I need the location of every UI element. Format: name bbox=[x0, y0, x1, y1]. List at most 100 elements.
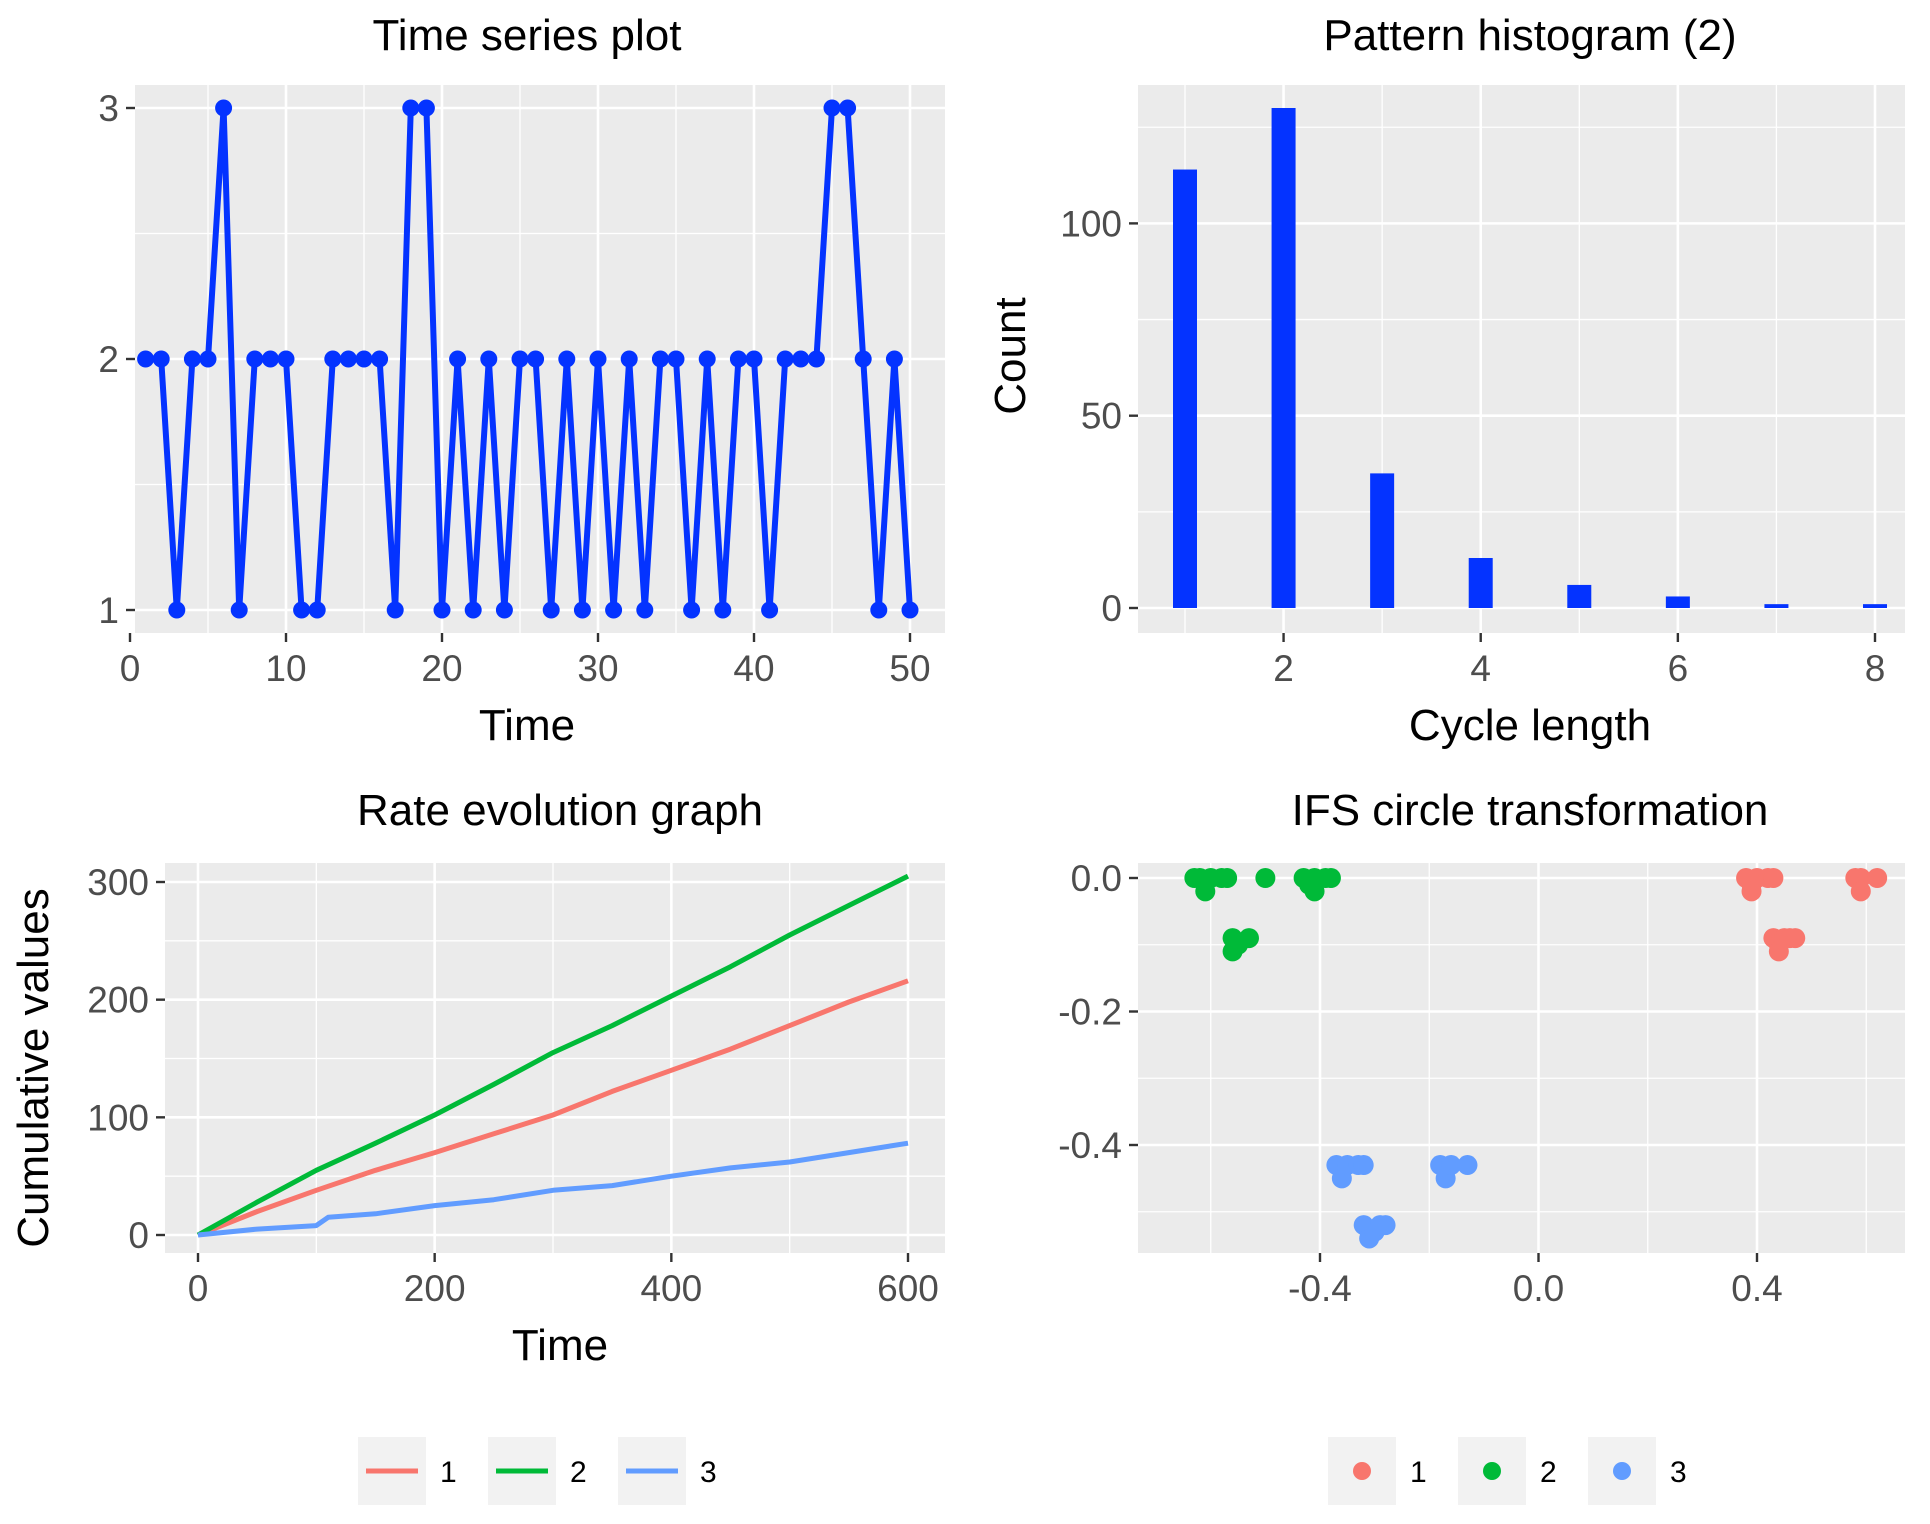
scatter-point-series-3 bbox=[1353, 1155, 1374, 1176]
x-tick-label: 0 bbox=[120, 648, 141, 689]
histogram-bar bbox=[1173, 169, 1197, 609]
x-tick-label: 50 bbox=[889, 648, 930, 689]
time-series-point bbox=[433, 601, 451, 619]
x-tick-label: 8 bbox=[1865, 648, 1886, 689]
scatter-point-series-2 bbox=[1320, 868, 1341, 888]
time-series-point bbox=[667, 350, 685, 368]
gridlines bbox=[1138, 863, 1905, 1253]
plot-background bbox=[1138, 85, 1905, 633]
rate-evolution-legend: 1 2 3 bbox=[358, 1437, 717, 1505]
legend-item-3: 3 bbox=[618, 1437, 717, 1505]
time-series-point bbox=[371, 350, 389, 368]
ifs-circle-panel: IFS circle transformation -0.4 0.0 0.4 -0.4… bbox=[1058, 786, 1905, 1309]
time-series-point bbox=[807, 350, 825, 368]
time-series-point bbox=[651, 350, 669, 368]
rate-evolution-y-axis-title: Cumulative values bbox=[9, 888, 58, 1248]
scatter-point-series-1 bbox=[1850, 881, 1871, 902]
scatter-point-series-1 bbox=[1768, 941, 1789, 962]
time-series-point bbox=[558, 350, 576, 368]
legend-item-1: 1 bbox=[358, 1437, 457, 1505]
x-tick-label: 10 bbox=[265, 648, 306, 689]
time-series-panel: Time series plot Time 0 10 20 30 40 50 1 2 3 bbox=[98, 11, 945, 750]
time-series-point bbox=[511, 350, 529, 368]
y-tick-label: -0.4 bbox=[1058, 1125, 1122, 1166]
time-series-point bbox=[636, 601, 654, 619]
histogram-bar bbox=[1863, 604, 1887, 608]
time-series-point bbox=[495, 601, 513, 619]
time-series-point bbox=[573, 601, 591, 619]
y-tick-label: 200 bbox=[87, 980, 149, 1021]
y-tick-label: 3 bbox=[98, 88, 119, 129]
plot-background bbox=[1138, 863, 1905, 1253]
time-series-point bbox=[355, 350, 373, 368]
rate-evolution-panel: Rate evolution graph Time Cumulative val… bbox=[9, 786, 945, 1370]
time-series-point bbox=[761, 601, 779, 619]
scatter-point-series-1 bbox=[1867, 868, 1888, 888]
time-series-point bbox=[308, 601, 326, 619]
x-tick-label: 600 bbox=[877, 1268, 939, 1309]
y-tick-label: 100 bbox=[87, 1097, 149, 1138]
time-series-point bbox=[293, 601, 311, 619]
x-tick-label: 0.4 bbox=[1731, 1268, 1782, 1309]
histogram-bar bbox=[1468, 558, 1493, 608]
x-tick-label: 400 bbox=[640, 1268, 702, 1309]
time-series-point bbox=[199, 350, 217, 368]
legend-label: 2 bbox=[570, 1456, 587, 1489]
legend-item-3: 3 bbox=[1588, 1437, 1687, 1505]
time-series-point bbox=[261, 350, 279, 368]
x-tick-label: -0.4 bbox=[1288, 1268, 1352, 1309]
time-series-point bbox=[792, 350, 810, 368]
time-series-point bbox=[183, 350, 201, 368]
scatter-point-series-2 bbox=[1255, 868, 1276, 888]
time-series-point bbox=[901, 601, 919, 619]
time-series-point bbox=[527, 350, 545, 368]
legend-label: 2 bbox=[1540, 1456, 1557, 1489]
x-tick-label: 0.0 bbox=[1513, 1268, 1564, 1309]
x-tick-label: 200 bbox=[404, 1268, 466, 1309]
y-tick-label: 1 bbox=[98, 590, 119, 631]
x-tick-label: 2 bbox=[1273, 648, 1294, 689]
legend-label: 3 bbox=[700, 1456, 717, 1489]
legend-item-2: 2 bbox=[488, 1437, 587, 1505]
time-series-point bbox=[168, 601, 186, 619]
scatter-point-series-1 bbox=[1741, 881, 1762, 902]
y-tick-label: 100 bbox=[1060, 203, 1122, 244]
legend-point-swatch bbox=[1353, 1462, 1371, 1480]
time-series-point bbox=[714, 601, 732, 619]
legend-label: 3 bbox=[1670, 1456, 1687, 1489]
time-series-point bbox=[589, 350, 607, 368]
scatter-point-series-3 bbox=[1457, 1155, 1478, 1176]
time-series-point bbox=[885, 350, 903, 368]
legend-item-1: 1 bbox=[1328, 1437, 1427, 1505]
time-series-point bbox=[215, 99, 233, 117]
y-tick-label: 2 bbox=[98, 339, 119, 380]
histogram-x-axis-title: Cycle length bbox=[1409, 701, 1651, 750]
time-series-point bbox=[745, 350, 763, 368]
time-series-point bbox=[449, 350, 467, 368]
time-series-point bbox=[152, 350, 170, 368]
legend-label: 1 bbox=[440, 1456, 457, 1489]
time-series-point bbox=[324, 350, 342, 368]
scatter-point-series-2 bbox=[1238, 928, 1259, 949]
y-tick-label: 50 bbox=[1081, 396, 1122, 437]
time-series-point bbox=[823, 99, 841, 117]
legend-item-2: 2 bbox=[1458, 1437, 1557, 1505]
cumulative-line-series-1 bbox=[197, 978, 909, 1238]
time-series-point bbox=[339, 350, 357, 368]
time-series-x-axis-title: Time bbox=[479, 701, 575, 750]
gridlines bbox=[165, 863, 945, 1253]
x-tick-label: 0 bbox=[188, 1268, 209, 1309]
time-series-point bbox=[402, 99, 420, 117]
scatter-point-series-3 bbox=[1375, 1215, 1396, 1236]
histogram-bar bbox=[1271, 108, 1296, 608]
legend-point-swatch bbox=[1613, 1462, 1631, 1480]
time-series-point bbox=[277, 350, 295, 368]
time-series-point bbox=[542, 601, 560, 619]
time-series-point bbox=[386, 601, 404, 619]
ifs-circle-title: IFS circle transformation bbox=[1292, 786, 1769, 835]
y-tick-label: 0 bbox=[128, 1215, 149, 1256]
time-series-point bbox=[230, 601, 248, 619]
time-series-point bbox=[854, 350, 872, 368]
